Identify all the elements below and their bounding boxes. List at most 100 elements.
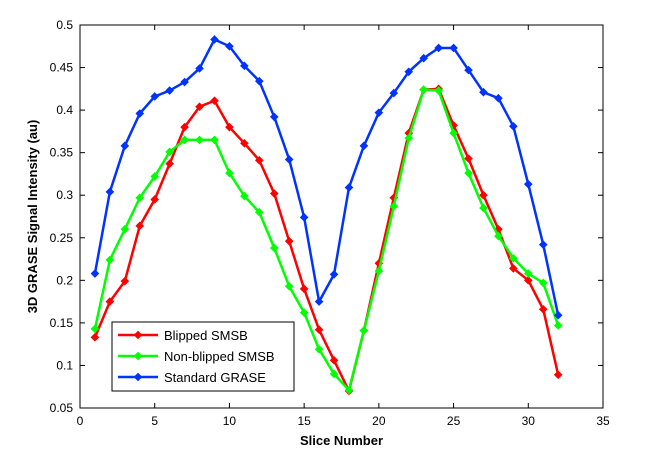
data-point bbox=[195, 102, 204, 112]
data-point bbox=[135, 221, 145, 231]
data-point bbox=[105, 255, 115, 265]
data-point bbox=[314, 297, 324, 306]
data-point bbox=[434, 43, 443, 53]
y-tick-label: 0.05 bbox=[50, 401, 74, 415]
x-tick-label: 30 bbox=[522, 414, 536, 428]
data-point bbox=[210, 135, 219, 145]
data-point bbox=[225, 122, 234, 132]
data-point bbox=[419, 85, 428, 94]
series-non-blipped-smsb bbox=[90, 85, 563, 395]
data-point bbox=[359, 141, 369, 151]
data-point bbox=[210, 96, 219, 106]
y-tick-label: 0.5 bbox=[56, 18, 73, 32]
data-point bbox=[150, 195, 160, 204]
data-point bbox=[299, 308, 309, 317]
data-point bbox=[479, 190, 488, 200]
data-point bbox=[284, 155, 294, 164]
x-axis-label: Slice Number bbox=[300, 433, 383, 448]
legend-entry: Non-blipped SMSB bbox=[118, 349, 275, 364]
y-axis-label: 3D GRASE Signal Intensity (au) bbox=[25, 120, 40, 314]
data-point bbox=[120, 276, 130, 286]
series-standard-grase bbox=[90, 35, 563, 320]
data-point bbox=[165, 86, 174, 95]
data-point bbox=[255, 76, 264, 86]
legend-entries: Blipped SMSB Non-blipped SMSB Standard GRA… bbox=[118, 328, 275, 385]
data-point bbox=[105, 297, 115, 306]
data-point bbox=[269, 112, 279, 122]
data-point bbox=[225, 41, 234, 51]
data-point bbox=[479, 203, 488, 213]
legend-entry: Blipped SMSB bbox=[118, 328, 248, 343]
data-point bbox=[195, 135, 204, 145]
data-point bbox=[538, 278, 548, 288]
data-point bbox=[494, 231, 503, 241]
x-tick-label: 20 bbox=[372, 414, 386, 428]
data-point bbox=[299, 213, 309, 222]
data-point bbox=[374, 108, 384, 117]
y-tick-label: 0.2 bbox=[56, 273, 73, 287]
data-point bbox=[180, 122, 189, 132]
x-tick-label: 35 bbox=[596, 414, 610, 428]
data-point bbox=[135, 109, 145, 118]
data-point bbox=[329, 356, 339, 365]
legend-swatch-marker bbox=[133, 372, 143, 382]
legend-label: Non-blipped SMSB bbox=[164, 349, 275, 364]
x-tick-label: 10 bbox=[223, 414, 237, 428]
data-point bbox=[90, 333, 100, 342]
data-point bbox=[120, 141, 130, 151]
data-point bbox=[404, 67, 414, 77]
y-tick-label: 0.15 bbox=[50, 316, 74, 330]
legend-label: Standard GRASE bbox=[164, 370, 266, 385]
data-point bbox=[269, 189, 279, 198]
y-tick-label: 0.3 bbox=[56, 188, 73, 202]
data-point bbox=[165, 159, 174, 169]
y-tick-label: 0.4 bbox=[56, 103, 73, 117]
y-tick-label: 0.25 bbox=[50, 231, 74, 245]
data-point bbox=[240, 191, 249, 201]
y-tick-label: 0.35 bbox=[50, 146, 74, 160]
data-point bbox=[344, 183, 354, 192]
data-point bbox=[449, 43, 458, 53]
data-point bbox=[180, 135, 189, 145]
data-point bbox=[120, 224, 130, 234]
legend-swatch-marker bbox=[133, 330, 143, 340]
data-point bbox=[314, 325, 324, 335]
data-point bbox=[225, 168, 234, 178]
x-tick-label: 15 bbox=[297, 414, 311, 428]
x-tick-label: 25 bbox=[447, 414, 461, 428]
legend-label: Blipped SMSB bbox=[164, 328, 248, 343]
legend-swatch-marker bbox=[133, 351, 143, 361]
series-line bbox=[93, 87, 560, 393]
data-point bbox=[150, 92, 160, 101]
data-point bbox=[105, 187, 115, 197]
data-point bbox=[389, 201, 399, 211]
data-point bbox=[553, 321, 563, 330]
data-point bbox=[464, 65, 473, 75]
legend-entry: Standard GRASE bbox=[118, 370, 266, 385]
data-point bbox=[509, 264, 518, 273]
data-point bbox=[523, 179, 533, 189]
data-point bbox=[553, 310, 563, 320]
data-point bbox=[359, 326, 369, 335]
data-point bbox=[240, 61, 249, 71]
data-point bbox=[464, 168, 473, 178]
data-point bbox=[449, 128, 458, 138]
data-point bbox=[494, 93, 503, 103]
data-point bbox=[255, 156, 264, 165]
data-point bbox=[509, 253, 518, 263]
data-point bbox=[329, 270, 339, 279]
data-point bbox=[150, 172, 160, 181]
y-tick-label: 0.1 bbox=[56, 358, 73, 372]
data-point bbox=[284, 281, 294, 291]
data-point bbox=[180, 77, 189, 87]
data-point bbox=[464, 154, 473, 163]
axis-tick-labels: 0 5 10 15 20 25 30 35 0.05 0.1 0.15 0.2 0.25 0.3 0.35 0… bbox=[50, 18, 610, 428]
data-point bbox=[538, 304, 548, 314]
data-point bbox=[284, 236, 294, 246]
data-point bbox=[538, 240, 548, 249]
data-point bbox=[255, 207, 264, 217]
data-point bbox=[389, 88, 399, 98]
series-line bbox=[93, 88, 560, 392]
data-point bbox=[90, 269, 100, 278]
data-point bbox=[269, 243, 279, 253]
